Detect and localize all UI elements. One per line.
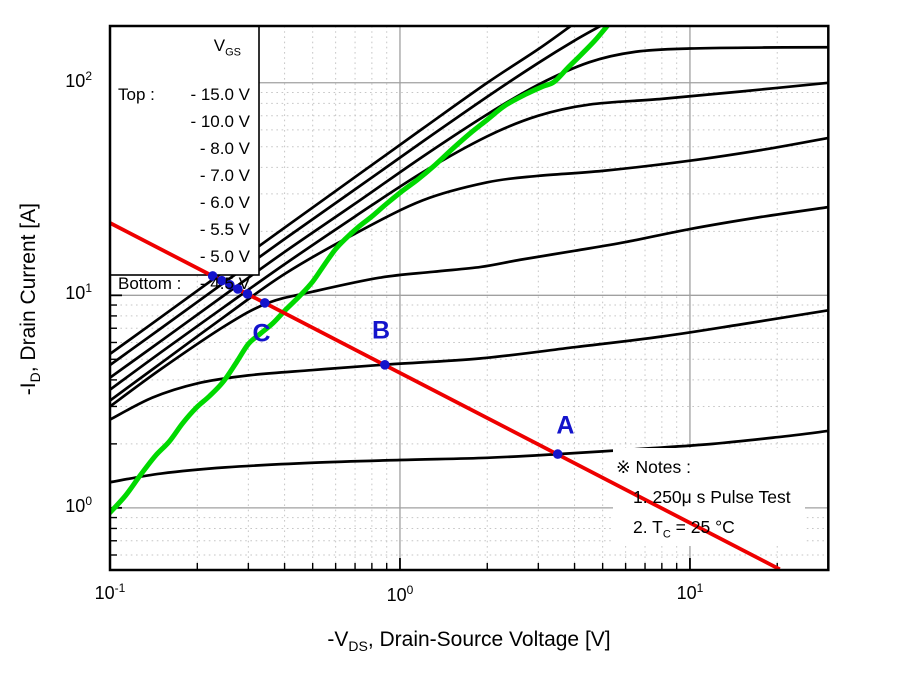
legend-row-4p5v: Bottom : - 4.5 V (110, 270, 259, 297)
x-tick-1-base: 10 (386, 585, 407, 605)
point-label-a: A (556, 411, 575, 440)
y-tick-10-exp: 1 (85, 281, 92, 295)
point-label-b: B (371, 316, 390, 345)
y-tick-1-exp: 0 (85, 494, 92, 508)
legend-row-5p5v: - 5.5 V (110, 216, 259, 243)
y-tick-1-base: 10 (65, 496, 86, 516)
x-axis-title-pre: -V (327, 628, 349, 651)
y-tick-100-exp: 2 (85, 69, 92, 83)
legend-prefix-top: Top : (118, 85, 155, 104)
legend-value-5p5v: - 5.5 V (199, 220, 250, 239)
note-temp-pre: 2. T (633, 517, 663, 537)
legend-row-10v: - 10.0 V (110, 108, 259, 135)
legend-value-5v: - 5.0 V (199, 247, 250, 266)
x-axis-title: -VDS, Drain-Source Voltage [V] (110, 628, 828, 654)
x-tick-label-10: 101 (650, 581, 730, 604)
legend-prefix-bottom: Bottom : (118, 274, 182, 293)
y-tick-10-base: 10 (65, 283, 86, 303)
legend-row-15v: Top : - 15.0 V (110, 81, 259, 108)
legend-value-15v: - 15.0 V (190, 85, 250, 104)
legend-value-4p5v: - 4.5 V (199, 274, 250, 293)
x-tick-label-1: 100 (360, 583, 440, 606)
x-axis-title-sub: DS (348, 638, 368, 655)
notes-title: ※ Notes : (616, 457, 691, 477)
legend-value-8v: - 8.0 V (199, 139, 250, 158)
legend-header-pre: V (213, 36, 226, 55)
x-tick-10-exp: 1 (696, 581, 704, 595)
legend-value-7v: - 7.0 V (199, 166, 250, 185)
legend-row-6v: - 6.0 V (110, 189, 259, 216)
x-tick-1-exp: 0 (406, 583, 414, 597)
x-tick-0p1-exp: -1 (114, 581, 126, 595)
legend-header-sub: GS (225, 46, 241, 59)
x-axis-title-post: , Drain-Source Voltage [V] (367, 628, 611, 651)
note-pulse-test: 1. 250μ s Pulse Test (633, 487, 791, 507)
legend-row-8v: - 8.0 V (110, 135, 259, 162)
legend-value-6v: - 6.0 V (199, 193, 250, 212)
y-tick-label-100: 102 (32, 69, 92, 92)
x-tick-0p1-base: 10 (94, 583, 115, 603)
y-axis-title-sub: D (27, 372, 44, 383)
note-temp-post: = 25 °C (670, 517, 735, 537)
legend-header: VGS (214, 32, 241, 66)
x-tick-10-base: 10 (676, 583, 697, 603)
point-label-c: C (252, 319, 271, 348)
note-temperature: 2. TC = 25 °C (616, 512, 791, 550)
legend-row-7v: - 7.0 V (110, 162, 259, 189)
y-tick-label-10: 101 (32, 281, 92, 304)
y-tick-label-1: 100 (32, 494, 92, 517)
vgs-legend: VGS Top : - 15.0 V - 10.0 V - 8.0 V - 7.0… (110, 26, 259, 293)
y-tick-100-base: 10 (65, 71, 86, 91)
legend-row-5v: - 5.0 V (110, 243, 259, 270)
notes-block: ※ Notes : 1. 250μ s Pulse Test 2. TC = 2… (616, 452, 791, 550)
note-temp-sub: C (662, 528, 671, 541)
x-tick-label-0p1: 10-1 (70, 581, 150, 604)
y-axis-title-pre: -I (16, 382, 40, 396)
legend-value-10v: - 10.0 V (190, 112, 250, 131)
